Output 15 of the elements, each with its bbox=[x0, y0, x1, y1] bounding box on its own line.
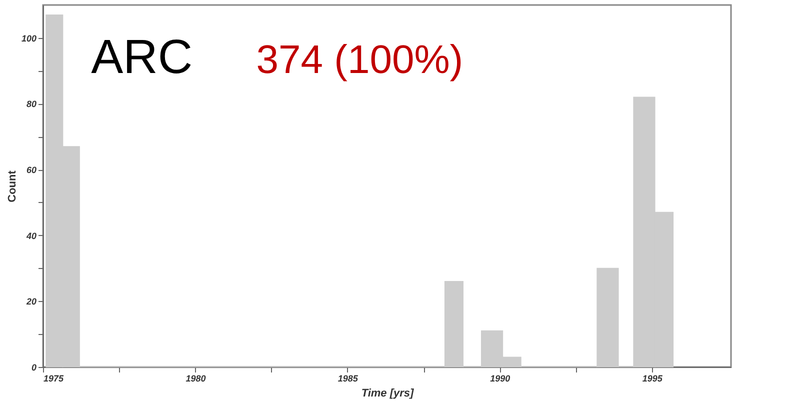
x-tick-label: 1995 bbox=[642, 374, 664, 384]
x-axis-title: Time [yrs] bbox=[361, 388, 414, 400]
x-tick-label: 1990 bbox=[490, 374, 510, 384]
y-tick-label: 0 bbox=[31, 362, 36, 372]
x-tick-label: 1980 bbox=[186, 374, 206, 384]
y-tick-label: 100 bbox=[21, 33, 36, 44]
y-tick-label: 20 bbox=[25, 296, 36, 307]
annotation: ARC bbox=[91, 31, 193, 84]
annotation: 374 (100%) bbox=[256, 38, 464, 82]
y-axis-title: Count bbox=[6, 170, 18, 202]
y-tick-label: 40 bbox=[25, 230, 36, 241]
y-tick-label: 60 bbox=[26, 165, 36, 176]
x-tick-label: 1975 bbox=[44, 374, 65, 384]
y-tick-label: 80 bbox=[26, 99, 36, 110]
x-tick-label: 1985 bbox=[338, 374, 359, 384]
